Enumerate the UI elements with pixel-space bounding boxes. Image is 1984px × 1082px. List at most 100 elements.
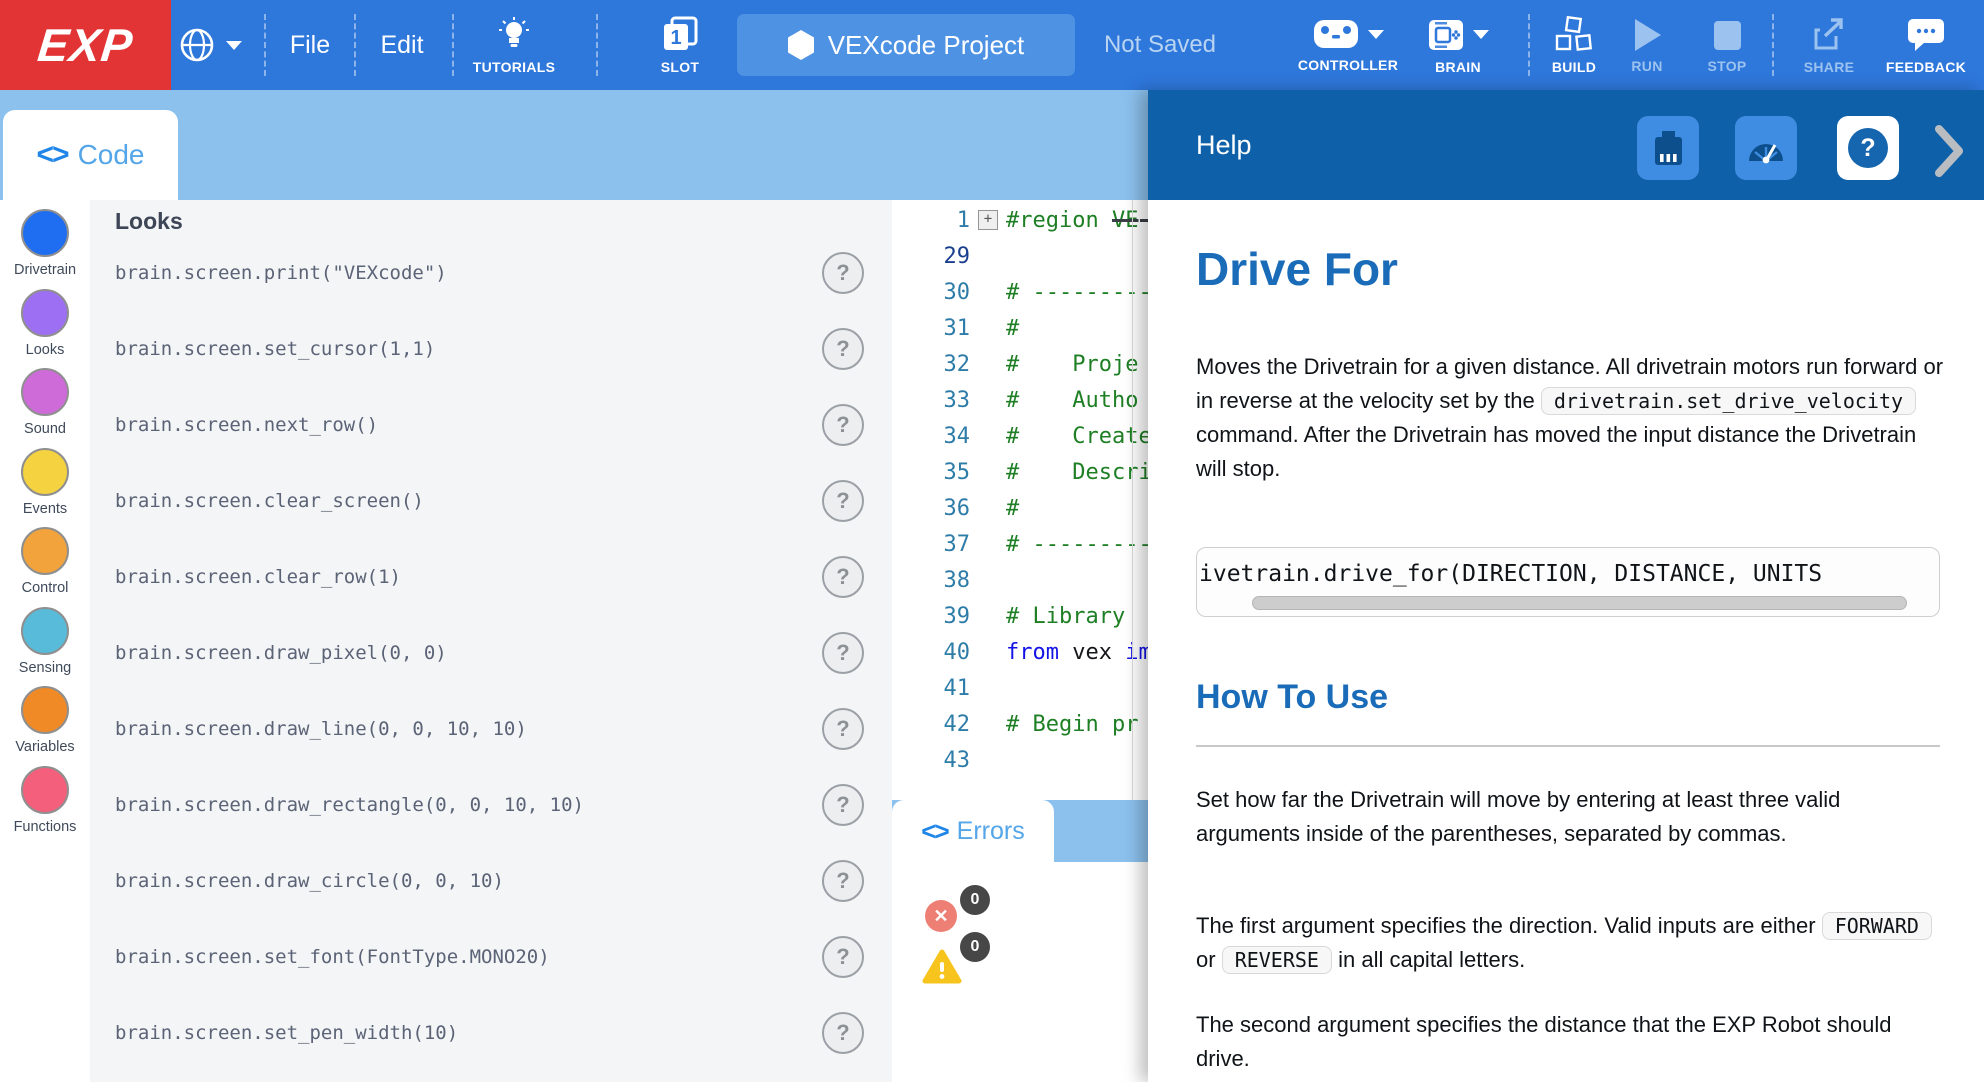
- code-segment: from: [1006, 639, 1059, 665]
- sidebar-item-control[interactable]: Control: [0, 527, 90, 596]
- language-menu[interactable]: [178, 0, 242, 90]
- line-number: 35: [943, 459, 971, 485]
- line-number: 29: [943, 243, 971, 269]
- code-editor[interactable]: 1 + #region VE 29 30 # -------------- 31 #32 # P…: [892, 200, 1150, 800]
- category-sidebar: Drivetrain Looks Sound Events Control Sensing…: [0, 200, 91, 1082]
- command-row: brain.screen.draw_rectangle(0, 0, 10, 10…: [90, 784, 892, 826]
- device-info-button[interactable]: [1637, 116, 1699, 180]
- code-segment: #: [1006, 315, 1020, 341]
- command-text[interactable]: brain.screen.draw_line(0, 0, 10, 10): [115, 718, 527, 740]
- code-text: # Create: [1006, 424, 1150, 449]
- share-button[interactable]: SHARE: [1790, 0, 1868, 90]
- build-cubes-icon: [1553, 15, 1595, 54]
- editor-line: 36 #: [892, 490, 1150, 526]
- feedback-button[interactable]: FEEDBACK: [1876, 0, 1976, 90]
- command-text[interactable]: brain.screen.next_row(): [115, 414, 379, 436]
- dashboard-button[interactable]: [1735, 116, 1797, 180]
- tutorials-button[interactable]: TUTORIALS: [462, 0, 566, 90]
- collapse-panel-button[interactable]: [1935, 124, 1965, 178]
- horizontal-scrollbar[interactable]: [1252, 596, 1907, 610]
- command-row: brain.screen.draw_pixel(0, 0)?: [90, 632, 892, 674]
- menu-edit[interactable]: Edit: [360, 0, 444, 90]
- category-circle-icon: [21, 368, 69, 416]
- help-header: Help: [1148, 90, 1984, 200]
- command-syntax-box[interactable]: ivetrain.drive_for(DIRECTION, DISTANCE, …: [1196, 547, 1940, 617]
- command-text[interactable]: brain.screen.draw_pixel(0, 0): [115, 642, 447, 664]
- divider: [1196, 745, 1940, 747]
- controller-button[interactable]: CONTROLLER: [1290, 0, 1406, 90]
- build-button[interactable]: BUILD: [1536, 0, 1612, 90]
- command-text[interactable]: brain.screen.clear_screen(): [115, 490, 424, 512]
- command-help-button[interactable]: ?: [822, 480, 864, 522]
- project-name-button[interactable]: VEXcode Project: [737, 14, 1075, 76]
- command-help-button[interactable]: ?: [822, 1012, 864, 1054]
- brain-device-icon: [1650, 127, 1686, 169]
- code-segment: # Create: [1006, 423, 1150, 449]
- command-text[interactable]: brain.screen.set_cursor(1,1): [115, 338, 436, 360]
- error-icon: ✕: [925, 900, 957, 932]
- command-text[interactable]: brain.screen.draw_rectangle(0, 0, 10, 10…: [115, 794, 584, 816]
- sidebar-item-variables[interactable]: Variables: [0, 686, 90, 755]
- slot-button[interactable]: 1 SLOT: [636, 0, 724, 90]
- slot-icon: 1: [660, 16, 700, 54]
- sidebar-item-sensing[interactable]: Sensing: [0, 606, 90, 676]
- code-segment: # Autho: [1006, 387, 1139, 413]
- command-help-button[interactable]: ?: [822, 328, 864, 370]
- menu-file[interactable]: File: [268, 0, 352, 90]
- code-text: # --------------: [1006, 532, 1150, 557]
- command-row: brain.screen.set_cursor(1,1)?: [90, 328, 892, 370]
- command-help-button[interactable]: ?: [822, 252, 864, 294]
- brain-button[interactable]: BRAIN: [1408, 0, 1508, 90]
- command-help-button[interactable]: ?: [822, 404, 864, 446]
- sidebar-item-looks[interactable]: Looks: [0, 288, 90, 358]
- command-help-button[interactable]: ?: [822, 632, 864, 674]
- sidebar-item-drivetrain[interactable]: Drivetrain: [0, 209, 90, 278]
- help-button-active[interactable]: ?: [1837, 116, 1899, 180]
- command-help-button[interactable]: ?: [822, 708, 864, 750]
- sidebar-item-events[interactable]: Events: [0, 447, 90, 517]
- editor-line: 1 + #region VE: [892, 202, 1150, 238]
- line-number: 30: [943, 279, 971, 305]
- stop-button[interactable]: STOP: [1692, 0, 1762, 90]
- command-text[interactable]: brain.screen.print("VEXcode"): [115, 262, 447, 284]
- tab-errors[interactable]: <> Errors: [892, 800, 1054, 862]
- command-text[interactable]: brain.screen.draw_circle(0, 0, 10): [115, 870, 504, 892]
- command-text[interactable]: brain.screen.clear_row(1): [115, 566, 401, 588]
- editor-line: 30 # --------------: [892, 274, 1151, 310]
- hexagon-icon: [787, 30, 814, 60]
- fold-expand-icon[interactable]: +: [978, 210, 998, 230]
- code-text: #: [1006, 496, 1019, 521]
- command-text[interactable]: brain.screen.set_pen_width(10): [115, 1022, 459, 1044]
- run-label: RUN: [1631, 57, 1663, 74]
- doc-paragraph: Set how far the Drivetrain will move by …: [1196, 787, 1841, 846]
- menu-file-label: File: [289, 30, 331, 59]
- command-help-button[interactable]: ?: [822, 936, 864, 978]
- code-segment: vex: [1058, 639, 1126, 665]
- command-text[interactable]: brain.screen.set_font(FontType.MONO20): [115, 946, 550, 968]
- tab-code[interactable]: <> Code: [3, 110, 178, 200]
- category-label: Events: [22, 500, 68, 517]
- chevron-down-icon: [226, 40, 242, 50]
- tutorials-label: TUTORIALS: [472, 58, 556, 75]
- sidebar-item-sound[interactable]: Sound: [0, 368, 90, 437]
- category-label: Drivetrain: [13, 262, 77, 278]
- command-row: brain.screen.draw_circle(0, 0, 10)?: [90, 860, 892, 902]
- command-help-button[interactable]: ?: [822, 784, 864, 826]
- code-segment: # --------------: [1006, 531, 1150, 557]
- command-help-button[interactable]: ?: [822, 860, 864, 902]
- code-text: # Proje: [1006, 352, 1138, 377]
- line-number: 42: [943, 711, 971, 737]
- share-label: SHARE: [1803, 58, 1855, 75]
- command-row: brain.screen.print("VEXcode")?: [90, 252, 892, 294]
- line-number: 39: [943, 603, 971, 629]
- code-segment: # Proje: [1006, 351, 1139, 377]
- sidebar-item-functions[interactable]: Functions: [0, 765, 90, 835]
- command-row: brain.screen.next_row()?: [90, 404, 892, 446]
- line-number: 36: [943, 495, 971, 521]
- warning-count-badge: 0: [960, 932, 990, 962]
- command-help-button[interactable]: ?: [822, 556, 864, 598]
- run-button[interactable]: RUN: [1614, 0, 1680, 90]
- editor-line: 42 # Begin pr: [892, 706, 1150, 742]
- tab-code-label: Code: [77, 139, 145, 170]
